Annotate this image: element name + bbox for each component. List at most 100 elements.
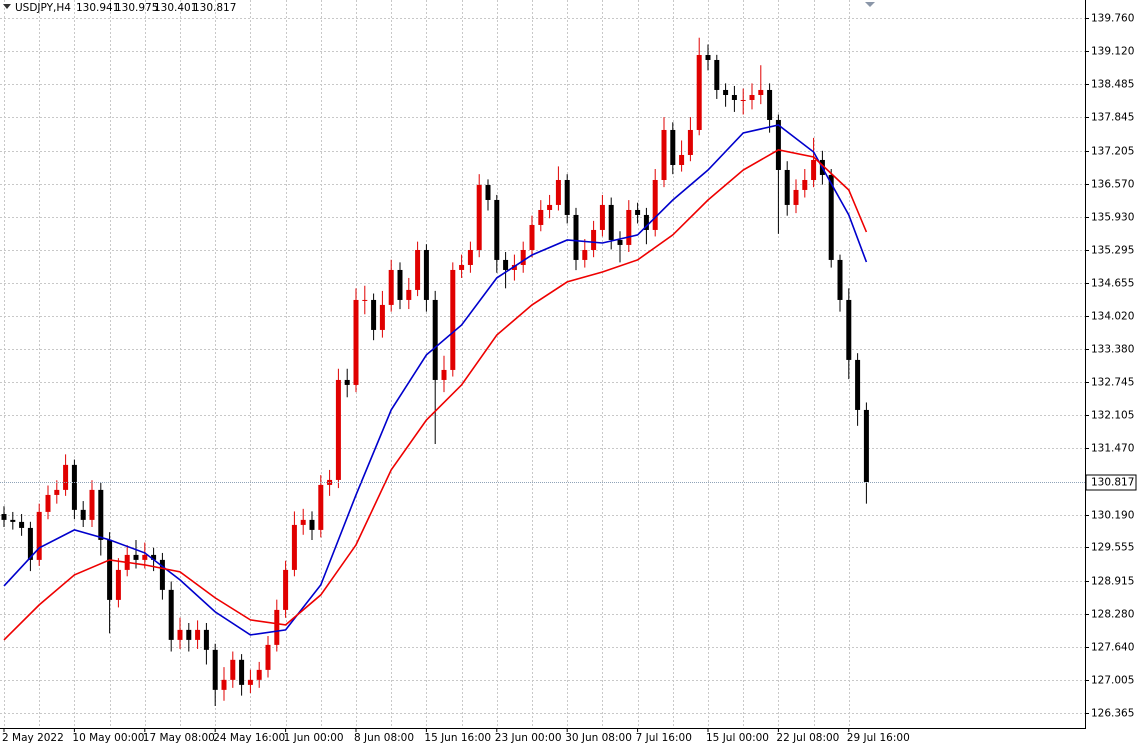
candle-body [863,409,869,483]
candle-body [344,379,350,385]
x-tick-label: 30 Jun 08:00 [565,732,632,744]
candle-body [828,174,834,260]
candle-body [89,489,95,520]
candle-body [256,669,262,680]
y-tick-label: 137.205 [1091,146,1134,158]
current-price-box [1085,474,1137,491]
candle-body [309,519,315,530]
candle-body [714,59,720,90]
quote-high: 130.975 [115,2,158,14]
y-tick-label: 130.190 [1091,510,1134,522]
candle-body [547,204,553,210]
x-tick-label: 7 Jul 16:00 [636,732,692,744]
candle-body [300,519,306,525]
candle-body [327,479,333,485]
y-tick-label: 129.555 [1091,542,1134,554]
x-tick-label: 1 Jun 00:00 [284,732,344,744]
candle-body [203,629,209,650]
candle-body [758,89,764,96]
candle-body [432,299,438,380]
candle-body [388,269,394,305]
candle-body [679,154,685,165]
candle-body [71,464,77,510]
x-tick-label: 15 Jul 00:00 [706,732,769,744]
candle-body [423,249,429,300]
candle-body [177,629,183,640]
y-tick-label: 134.020 [1091,311,1134,323]
candle-body [599,204,605,230]
x-tick-label: 10 May 00:00 [72,732,144,744]
candle-body [230,659,236,680]
candle-body [318,484,324,530]
candle-body [195,629,201,640]
y-tick-label: 136.570 [1091,179,1134,191]
candle-body [538,209,544,225]
candle-body [846,299,852,360]
candle-body [582,249,588,260]
candle-body [379,304,385,330]
y-tick-label: 128.280 [1091,609,1134,621]
candle-body [54,489,60,495]
candle-body [767,89,773,120]
candle-body [151,554,157,560]
candle-body [793,189,799,205]
candle-body [335,379,341,480]
candle-body [705,54,711,60]
candle-body [239,659,245,685]
scroll-marker[interactable] [865,2,875,7]
candle-body [371,299,377,330]
candle-body [159,559,165,590]
candle-body [467,249,473,265]
candle-body [661,129,667,180]
y-tick-label: 127.005 [1091,675,1134,687]
candle-body [459,264,465,270]
y-tick-label: 139.760 [1091,13,1134,25]
y-tick-label: 133.380 [1091,344,1134,356]
candle-body [45,494,51,512]
moving-average [3,124,868,636]
candle-body [274,609,280,645]
candle-body [415,249,421,290]
candle-body [775,119,781,170]
candle-body [837,259,843,300]
y-tick-label: 131.470 [1091,443,1134,455]
candle-body [811,159,817,180]
candle-body [494,199,500,260]
candle-body [476,184,482,250]
candle-body [362,299,368,301]
candle-body [186,629,192,640]
symbol: USDJPY,H4 [15,2,71,14]
y-tick-label: 134.655 [1091,278,1134,290]
candle-body [291,524,297,570]
candle-body [19,521,25,528]
y-tick-label: 138.485 [1091,79,1134,91]
candle-body [696,54,702,130]
plot [0,37,1085,707]
symbol-icon[interactable] [3,4,11,9]
candle-body [564,179,570,215]
y-tick-label: 139.120 [1091,46,1134,58]
candle-body [635,209,641,215]
candle-body [283,569,289,610]
x-tick-label: 22 Jul 08:00 [776,732,839,744]
candle-body [855,359,861,410]
quote-low: 130.401 [154,2,197,14]
candle-body [168,589,174,640]
candle-body [749,95,755,100]
candle-body [397,269,403,300]
y-tick-label: 135.930 [1091,212,1134,224]
y-tick-label: 135.295 [1091,245,1134,257]
candle-body [784,169,790,205]
candle-body [221,679,227,690]
candle-body [1,514,7,520]
x-tick-label: 23 Jun 00:00 [495,732,562,744]
candle-body [441,369,447,380]
y-tick-label: 137.845 [1091,112,1134,124]
candle-body [687,129,693,155]
candle-body [555,179,561,205]
x-tick-label: 2 May 2022 [2,732,64,744]
candle-body [731,95,737,100]
candle-body [626,209,632,245]
candle-body [608,204,614,240]
